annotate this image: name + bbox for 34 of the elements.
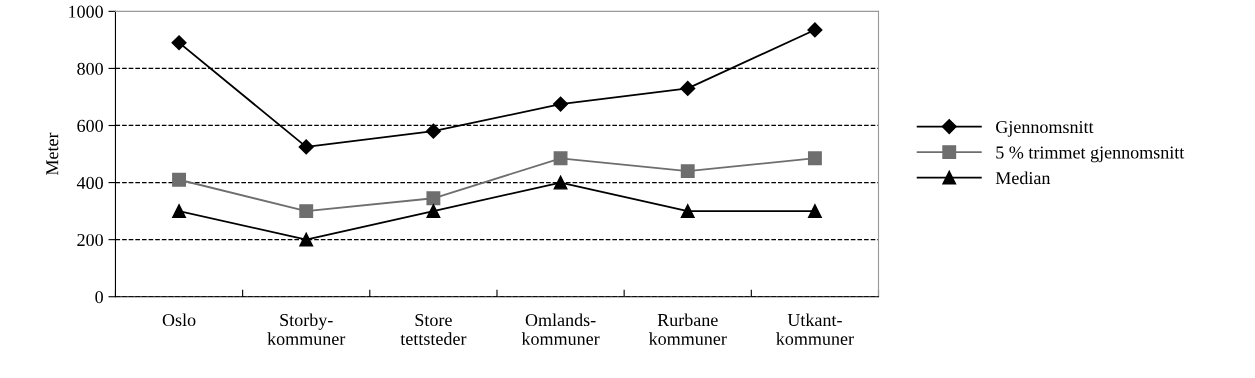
legend-label: Gjennomsnitt [996,120,1094,137]
point [680,80,696,96]
point [172,204,186,219]
point [807,22,823,38]
point [298,139,314,155]
y-tick-label: 1000 [69,5,103,18]
y-tick-label: 600 [77,119,103,132]
point [171,35,187,51]
point [553,175,568,190]
y-tick-label: 0 [95,290,103,304]
point [552,96,569,112]
point [553,151,568,166]
point [299,232,314,247]
x-tick-label: Storby- kommuner [267,313,346,346]
x-tick-label: Rurbane kommuner [648,313,727,345]
y-axis-title: Meter [46,132,59,176]
point [680,164,695,179]
legend-label: 5 % trimmet gjennomsnitt [996,146,1185,163]
point [426,191,441,206]
point [172,172,186,187]
point [807,204,822,219]
y-tick-label: 200 [77,233,103,247]
y-tick-label: 800 [77,62,103,75]
point [680,204,695,219]
y-tick-label: 400 [76,176,103,190]
point [299,204,314,219]
x-tick-label: Store tettsteder [400,313,467,345]
x-tick-label: Omlands- kommuner [521,313,600,345]
x-tick-label: Oslo [162,313,196,327]
point [426,204,441,219]
x-tick-label: Utkant- kommuner [776,313,854,345]
point [425,123,441,139]
legend-label: Median [995,171,1051,185]
point [807,151,822,166]
